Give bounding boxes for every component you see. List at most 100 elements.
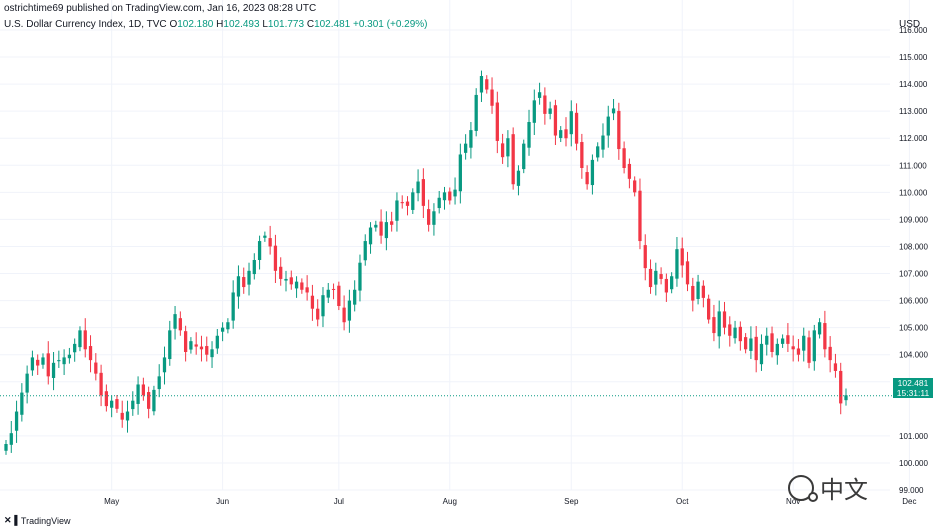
candle-body (590, 159, 595, 186)
y-tick-label: 104.000 (899, 351, 928, 360)
footer-brand: TradingView (20, 515, 71, 526)
candle-body (289, 277, 293, 285)
candle-body (643, 245, 647, 269)
candle-body (220, 327, 225, 332)
candle-body (543, 95, 547, 114)
ohlc-line: U.S. Dollar Currency Index, 1D, TVC O 102… (4, 19, 428, 30)
candle-body (157, 376, 161, 390)
candle-body (20, 392, 24, 415)
candle-body (701, 285, 705, 298)
candle-body (823, 323, 827, 350)
y-tick-label: 109.000 (899, 215, 928, 224)
candle-body (622, 148, 626, 168)
candle-body (802, 335, 806, 351)
candle-body (564, 129, 568, 139)
candle-body (162, 357, 167, 373)
high-label: H (216, 19, 224, 30)
candle-body (310, 295, 315, 309)
candle-body (759, 343, 764, 365)
candle-body (9, 433, 13, 445)
x-tick-label: Sep (564, 497, 579, 506)
candle-body (553, 105, 558, 136)
y-tick-label: 113.000 (899, 107, 928, 116)
candle-body (437, 197, 441, 209)
candle-body (242, 277, 246, 288)
y-tick-label: 110.000 (899, 188, 928, 197)
wechat-icon (788, 474, 818, 502)
candle-body (754, 336, 758, 361)
candle-body (120, 412, 124, 420)
candle-body (342, 307, 346, 323)
change-value: +0.301 (+0.29%) (353, 19, 428, 30)
candle-body (770, 333, 774, 352)
candle-body (368, 227, 373, 245)
candle-body (236, 276, 241, 297)
candle-body (36, 359, 40, 366)
y-tick-label: 108.000 (899, 242, 928, 251)
currency-label: USD (899, 19, 921, 30)
candle-body (30, 357, 35, 371)
y-tick-label: 114.000 (899, 80, 928, 89)
close-value: 102.481 (314, 19, 351, 30)
candle-body (463, 143, 468, 153)
candle-body (601, 135, 605, 150)
candle-body (712, 317, 716, 334)
candle-body (421, 179, 425, 206)
open-label: O (169, 19, 178, 30)
candle-body (833, 363, 838, 371)
candle-body (490, 89, 494, 106)
candle-body (136, 384, 140, 404)
candle-body (458, 154, 462, 192)
candle-body (321, 295, 325, 317)
candle-body (94, 362, 98, 374)
candle-body (62, 357, 66, 365)
x-axis[interactable]: MayJunJulAugSepOctNovDec202323 (104, 497, 939, 506)
candle-body (500, 143, 505, 158)
candle-body (511, 134, 515, 185)
candle-body (791, 346, 795, 350)
candle-body (807, 337, 811, 363)
candle-body (416, 181, 420, 194)
y-axis[interactable]: 116.000 115.000 114.000 113.000 112.000 111.0… (899, 26, 928, 495)
candle-body (738, 326, 742, 342)
footer[interactable]: ✕▐ TradingView (4, 515, 70, 526)
symbol-name[interactable]: U.S. Dollar Currency Index, 1D, TVC (4, 19, 167, 30)
candle-body (691, 285, 695, 301)
close-label: C (306, 19, 315, 30)
y-tick-label: 116.000 (899, 26, 928, 35)
candle-body (696, 281, 700, 299)
x-tick-label: Jul (334, 497, 344, 506)
candle-body (585, 172, 589, 185)
candle-body (775, 343, 779, 356)
candle-body (46, 353, 50, 377)
candle-body (178, 318, 182, 331)
candle-body (469, 130, 473, 148)
watermark: 中文 (788, 470, 868, 505)
candle-body (749, 338, 753, 351)
candle-body (839, 370, 843, 404)
candle-body (205, 346, 209, 355)
candle-body (194, 344, 198, 347)
candle-body (516, 170, 521, 186)
candle-body (67, 354, 72, 359)
candle-body (316, 308, 320, 320)
candle-body (548, 108, 552, 114)
candle-body (390, 221, 394, 225)
candle-body (337, 285, 341, 306)
candle-body (284, 278, 288, 281)
candle-body (215, 335, 219, 349)
candle-body (743, 337, 748, 350)
candle-body (453, 189, 457, 197)
candle-body (411, 192, 415, 210)
candle-body (395, 200, 399, 221)
y-tick-label: 100.000 (899, 459, 928, 468)
candle-body (131, 400, 135, 410)
candle-body (252, 260, 256, 275)
candle-body (796, 348, 801, 355)
candle-body (25, 373, 29, 393)
candle-body (263, 235, 267, 238)
candle-body (405, 201, 410, 206)
candle-body (432, 211, 436, 225)
